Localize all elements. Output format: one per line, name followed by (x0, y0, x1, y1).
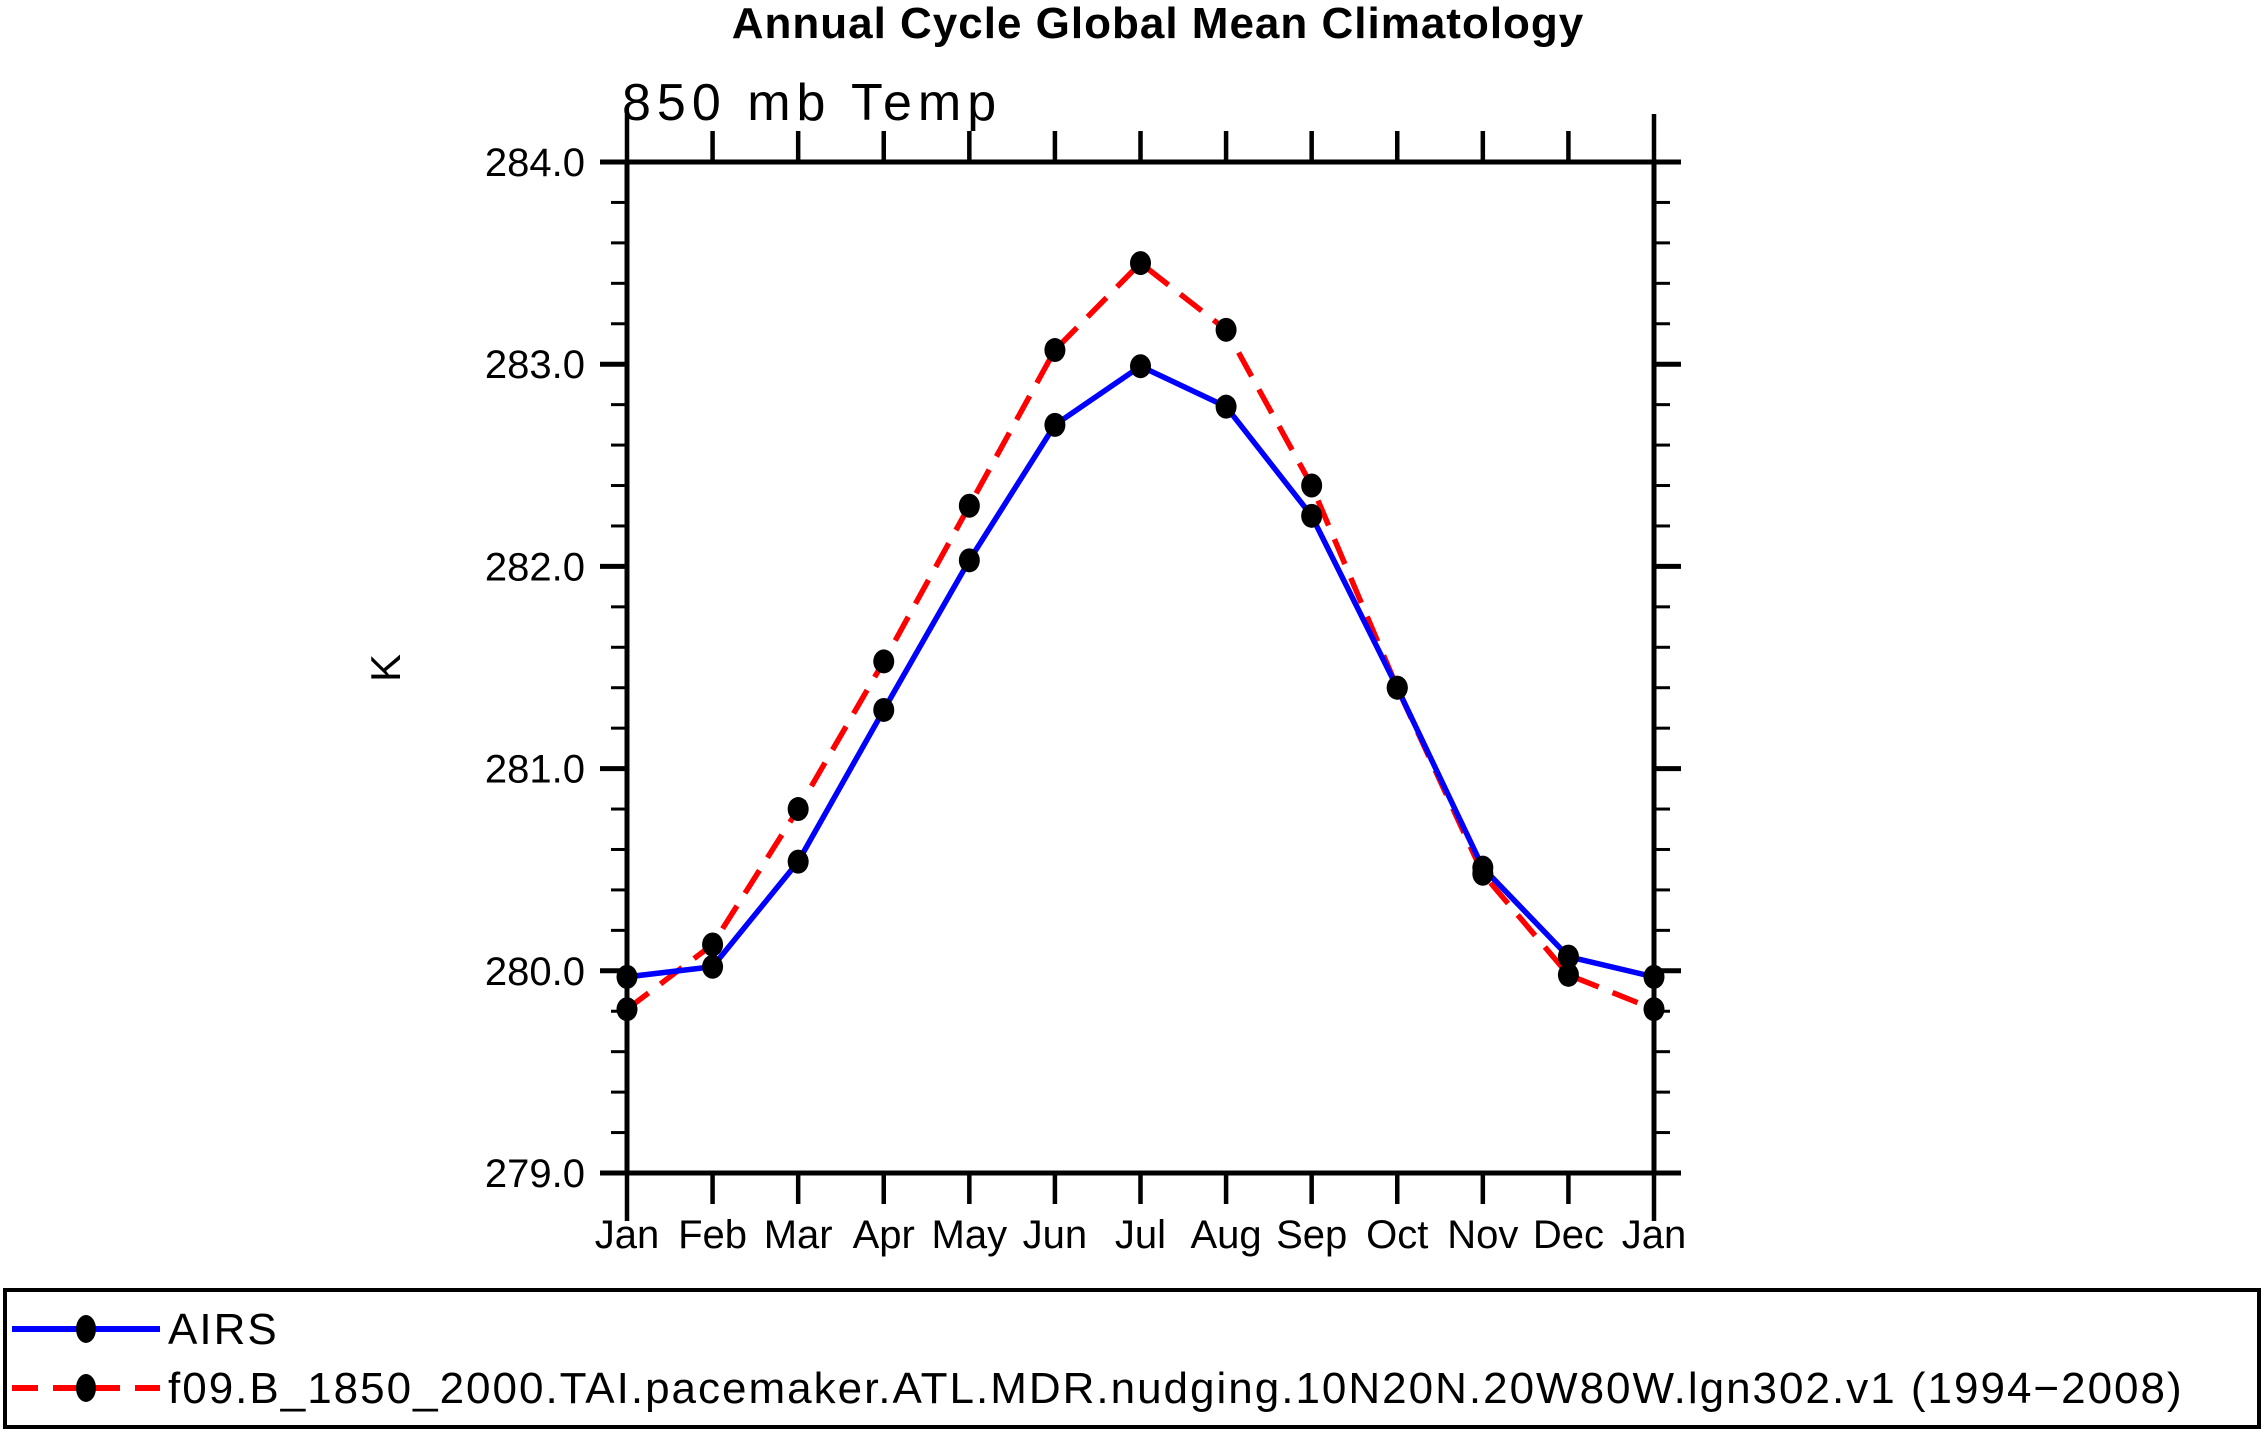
airs-data-point (1557, 944, 1579, 969)
x-tick-label: Oct (1366, 1213, 1428, 1257)
model-data-point (1044, 338, 1066, 363)
model-data-point (616, 997, 638, 1022)
x-tick-label: Mar (764, 1213, 833, 1257)
airs-legend-marker-icon (76, 1315, 96, 1343)
model-data-point (958, 493, 980, 518)
x-tick-label: Jan (595, 1213, 660, 1257)
y-tick-label: 281.0 (485, 748, 585, 792)
model-data-point (1643, 997, 1665, 1022)
x-tick-label: Jan (1622, 1213, 1687, 1257)
chart-subtitle: 850 mb Temp (622, 74, 1002, 132)
airs-data-point (958, 548, 980, 573)
model-data-point (873, 649, 895, 674)
plot-border (624, 159, 1657, 1176)
model-data-point (1130, 251, 1151, 276)
y-tick-label: 280.0 (485, 950, 585, 994)
legend-entry-airs: AIRS (12, 1305, 279, 1354)
airs-data-point (1130, 354, 1151, 379)
x-tick-label: Apr (853, 1213, 915, 1257)
model-legend-marker-icon (76, 1374, 96, 1402)
y-tick-label: 279.0 (485, 1152, 585, 1196)
airs-data-point (1215, 394, 1237, 419)
x-tick-label: Jun (1023, 1213, 1088, 1257)
model-data-point (702, 932, 724, 957)
x-tick-label: Nov (1447, 1213, 1518, 1257)
airs-data-point (616, 964, 638, 989)
airs-line (626, 363, 1655, 980)
model-data-point (1472, 861, 1494, 886)
airs-data-point (873, 697, 895, 722)
airs-data-point (1643, 964, 1665, 989)
model-data-point (1557, 962, 1579, 987)
model-legend-label: f09.B_1850_2000.TAI.pacemaker.ATL.MDR.nu… (168, 1364, 2184, 1413)
y-tick-label: 284.0 (485, 141, 585, 185)
legend-entry-model: f09.B_1850_2000.TAI.pacemaker.ATL.MDR.nu… (12, 1364, 2184, 1413)
x-tick-label: Jul (1115, 1213, 1166, 1257)
x-tick-label: Dec (1533, 1213, 1604, 1257)
airs-data-point (1044, 412, 1066, 437)
data-markers (616, 251, 1665, 1022)
x-tick-label: May (932, 1213, 1008, 1257)
axis-ticks (600, 114, 1681, 1221)
y-tick-labels: 279.0 280.0 281.0 282.0 283.0 284.0 (485, 141, 585, 1196)
x-tick-labels: Jan Feb Mar Apr May Jun Jul Aug Sep Oct Nov Dec Jan (595, 1213, 1687, 1257)
model-data-point (1386, 675, 1408, 700)
plot-frame (624, 159, 1657, 1176)
y-tick-label: 282.0 (485, 545, 585, 589)
airs-data-point (702, 954, 724, 979)
airs-data-point (787, 849, 809, 874)
airs-data-point (1301, 503, 1323, 528)
legend: AIRS f09.B_1850_2000.TAI.pacemaker.ATL.M… (3, 1288, 2261, 1429)
x-tick-label: Sep (1276, 1213, 1347, 1257)
x-tick-label: Feb (678, 1213, 747, 1257)
model-data-point (1215, 317, 1237, 342)
model-data-point (787, 797, 809, 822)
chart-title: Annual Cycle Global Mean Climatology (732, 0, 1585, 48)
legend-box (3, 1288, 2261, 1429)
airs-legend-label: AIRS (168, 1305, 279, 1354)
y-tick-label: 283.0 (485, 343, 585, 387)
x-tick-label: Aug (1190, 1213, 1261, 1257)
y-axis-label: K (362, 654, 409, 682)
model-data-point (1301, 473, 1323, 498)
